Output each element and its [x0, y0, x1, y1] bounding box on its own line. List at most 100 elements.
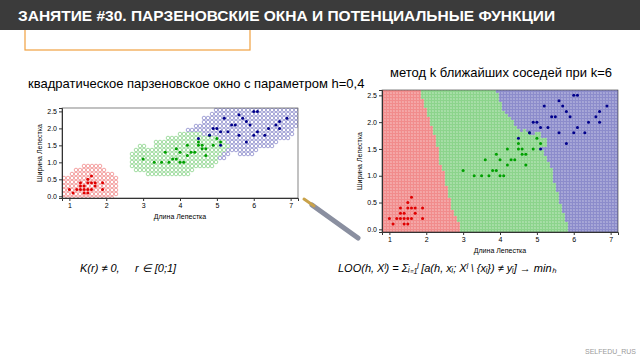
- region-cell: [98, 172, 102, 176]
- region-cell: [457, 174, 460, 177]
- region-cell: [262, 108, 266, 112]
- region-cell: [406, 108, 409, 111]
- region-cell: [415, 120, 418, 123]
- region-cell: [454, 111, 457, 114]
- region-cell: [442, 192, 445, 195]
- region-cell: [427, 210, 430, 213]
- region-cell: [222, 120, 226, 124]
- region-cell: [415, 225, 418, 228]
- region-cell: [406, 168, 409, 171]
- region-cell: [250, 128, 254, 132]
- y-axis: 0.00.51.01.52.02.5: [47, 108, 62, 200]
- region-cell: [114, 188, 118, 192]
- region-cell: [427, 102, 430, 105]
- region-cell: [397, 162, 400, 165]
- region-cell: [463, 189, 466, 192]
- region-cell: [454, 102, 457, 105]
- region-cell: [436, 162, 439, 165]
- region-cell: [448, 111, 451, 114]
- region-cell: [170, 140, 174, 144]
- region-cell: [282, 124, 286, 128]
- region-cell: [439, 108, 442, 111]
- region-cell: [409, 162, 412, 165]
- region-cell: [433, 198, 436, 201]
- region-cell: [182, 156, 186, 160]
- region-cell: [394, 189, 397, 192]
- region-cell: [448, 93, 451, 96]
- point: [90, 181, 93, 184]
- region-cell: [154, 140, 158, 144]
- region-cell: [400, 192, 403, 195]
- region-cell: [463, 117, 466, 120]
- region-cell: [418, 144, 421, 147]
- region-cell: [397, 108, 400, 111]
- region-cell: [415, 96, 418, 99]
- region-cell: [433, 171, 436, 174]
- region-cell: [448, 120, 451, 123]
- region-cell: [98, 168, 102, 172]
- region-cell: [424, 192, 427, 195]
- region-cell: [442, 201, 445, 204]
- region-cell: [218, 112, 222, 116]
- region-cell: [436, 201, 439, 204]
- region-cell: [406, 93, 409, 96]
- region-cell: [457, 123, 460, 126]
- region-cell: [385, 93, 388, 96]
- region-cell: [460, 180, 463, 183]
- region-cell: [86, 168, 90, 172]
- tick-mark: [217, 198, 218, 201]
- region-cell: [409, 120, 412, 123]
- region-cell: [290, 132, 294, 136]
- region-cell: [154, 148, 158, 152]
- region-cell: [403, 105, 406, 108]
- region-cell: [454, 225, 457, 228]
- regions: [62, 108, 298, 198]
- region-cell: [442, 105, 445, 108]
- region-cell: [397, 138, 400, 141]
- region-cell: [397, 147, 400, 150]
- region-cell: [218, 116, 222, 120]
- region-cell: [427, 99, 430, 102]
- region-cell: [406, 102, 409, 105]
- region-cell: [451, 105, 454, 108]
- region-cell: [242, 136, 246, 140]
- region-cell: [415, 165, 418, 168]
- region-cell: [190, 140, 194, 144]
- region-cell: [433, 126, 436, 129]
- region-cell: [421, 159, 424, 162]
- region-cell: [445, 117, 448, 120]
- region-cell: [397, 120, 400, 123]
- region-cell: [403, 183, 406, 186]
- region-cell: [427, 120, 430, 123]
- region-cell: [385, 147, 388, 150]
- region-cell: [424, 189, 427, 192]
- point: [208, 134, 211, 137]
- region-cell: [460, 105, 463, 108]
- region-cell: [409, 156, 412, 159]
- region-cell: [463, 105, 466, 108]
- region-cell: [424, 225, 427, 228]
- tick-label: 5: [215, 202, 219, 209]
- point: [238, 134, 241, 137]
- region-cell: [194, 160, 198, 164]
- region-cell: [394, 213, 397, 216]
- region-cell: [403, 93, 406, 96]
- region-cell: [415, 177, 418, 180]
- region-cell: [412, 120, 415, 123]
- region-cell: [430, 183, 433, 186]
- region-cell: [433, 132, 436, 135]
- region-cell: [463, 183, 466, 186]
- region-cell: [403, 132, 406, 135]
- region-cell: [427, 144, 430, 147]
- region-cell: [442, 99, 445, 102]
- region-cell: [246, 112, 250, 116]
- region-cell: [397, 186, 400, 189]
- region-cell: [457, 168, 460, 171]
- region-cell: [385, 108, 388, 111]
- region-cell: [424, 201, 427, 204]
- region-cell: [403, 195, 406, 198]
- region-cell: [286, 124, 290, 128]
- region-cell: [210, 160, 214, 164]
- region-cell: [433, 96, 436, 99]
- region-cell: [448, 207, 451, 210]
